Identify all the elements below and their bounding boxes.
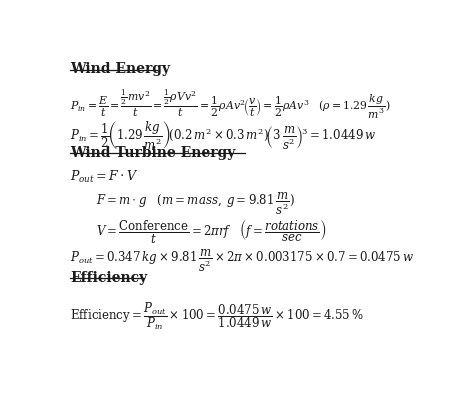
- Text: Wind Energy: Wind Energy: [70, 62, 170, 75]
- Text: $P_{out} = F \cdot V$: $P_{out} = F \cdot V$: [70, 169, 138, 185]
- Text: Efficiency: Efficiency: [70, 271, 147, 285]
- Text: $P_{in} = \dfrac{1}{2}\!\left(1.29\,\dfrac{kg}{m^2}\right)\!(0.2\,m^2 \times 0.3: $P_{in} = \dfrac{1}{2}\!\left(1.29\,\dfr…: [70, 120, 376, 152]
- Text: $\mathrm{Efficiency} = \dfrac{P_{out}}{P_{in}} \times 100 = \dfrac{0.0475\,w}{1.: $\mathrm{Efficiency} = \dfrac{P_{out}}{P…: [70, 300, 364, 332]
- Text: $P_{in} = \dfrac{E}{t} = \dfrac{\frac{1}{2}mv^2}{t} = \dfrac{\frac{1}{2}\rho Vv^: $P_{in} = \dfrac{E}{t} = \dfrac{\frac{1}…: [70, 88, 391, 121]
- Text: $F = m \cdot g \quad \mathit{(m = mass,\; g = 9.81\,\dfrac{m}{s^2})}$: $F = m \cdot g \quad \mathit{(m = mass,\…: [96, 190, 295, 217]
- Text: $V = \dfrac{\mathrm{Conference}}{t} = 2\pi rf \quad \left(\mathit{f = \dfrac{rot: $V = \dfrac{\mathrm{Conference}}{t} = 2\…: [96, 218, 327, 246]
- Text: $P_{out} = 0.347\,kg \times 9.81\,\dfrac{m}{s^2} \times 2\pi \times 0.003175 \ti: $P_{out} = 0.347\,kg \times 9.81\,\dfrac…: [70, 248, 414, 274]
- Text: Wind Turbine Energy: Wind Turbine Energy: [70, 146, 236, 160]
